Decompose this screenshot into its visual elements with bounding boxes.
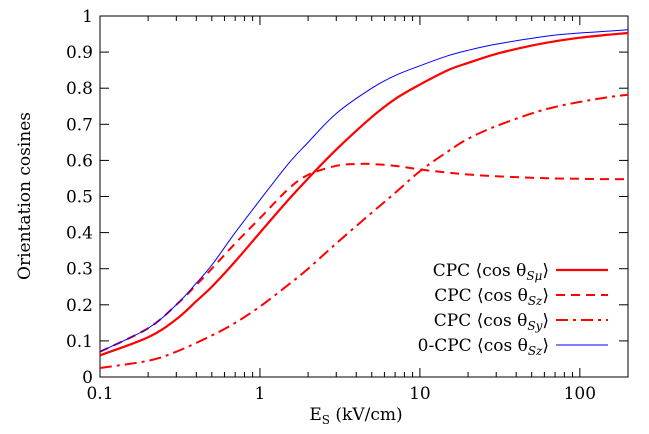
- y-tick-label: 0.6: [66, 151, 93, 171]
- y-tick-label: 0: [82, 368, 93, 388]
- series-line-4: [99, 29, 629, 353]
- y-tick-label: 0.4: [66, 224, 93, 244]
- x-axis-title-sub: S: [322, 413, 330, 427]
- y-tick-label: 0.8: [66, 79, 93, 99]
- y-tick-label: 0.3: [66, 260, 93, 280]
- y-tick-label: 0.9: [66, 43, 93, 63]
- x-axis-title: ES (kV/cm): [309, 405, 402, 427]
- series-line-2: [99, 162, 629, 353]
- legend: CPC ⟨cos θSμ⟩ CPC ⟨cos θSz⟩ CPC ⟨cos θSy⟩ 0…: [418, 261, 608, 358]
- series-line-1: [99, 31, 629, 357]
- legend-label-3: CPC ⟨cos θSy⟩: [434, 311, 549, 333]
- legend-label-4: 0-CPC ⟨cos θSz⟩: [418, 336, 549, 358]
- legend-label-1: CPC ⟨cos θSμ⟩: [433, 261, 549, 283]
- x-axis-title-main: E: [309, 405, 321, 425]
- series-layer: [99, 29, 629, 369]
- x-tick-label: 0.1: [86, 384, 113, 404]
- y-tick-label: 0.1: [66, 332, 93, 352]
- axis-ticks: 00.10.20.30.40.50.60.70.80.910.1 1 10 100: [66, 7, 628, 404]
- y-tick-label: 0.2: [66, 296, 93, 316]
- y-axis-title: Orientation cosines: [15, 112, 35, 280]
- x-axis-title-units: (kV/cm): [330, 405, 403, 425]
- series-line-3: [99, 93, 629, 369]
- y-tick-label: 1: [82, 7, 93, 27]
- x-tick-label: 100: [564, 384, 596, 404]
- x-tick-label: 1: [255, 384, 266, 404]
- legend-label-2: CPC ⟨cos θSz⟩: [434, 286, 549, 308]
- y-tick-label: 0.5: [66, 188, 93, 208]
- x-tick-label: 10: [409, 384, 431, 404]
- y-tick-label: 0.7: [66, 115, 93, 135]
